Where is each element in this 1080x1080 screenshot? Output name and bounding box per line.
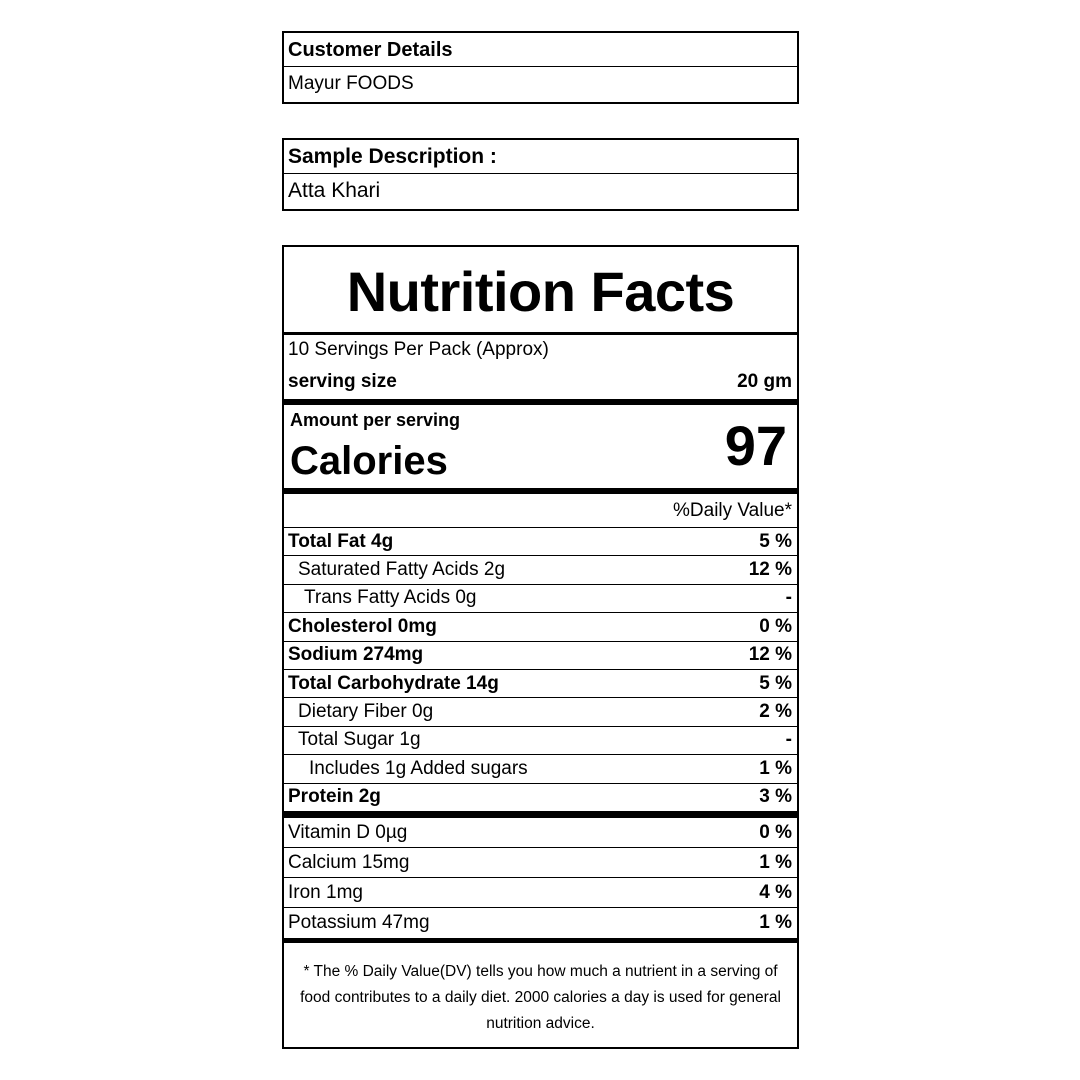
- divider: [284, 332, 797, 335]
- amount-per-serving: Amount per serving: [290, 410, 461, 430]
- nutrient-name: Total Fat 4g: [288, 530, 394, 552]
- nutrient-name: Cholesterol 0mg: [288, 615, 437, 637]
- customer-name: Mayur FOODS: [288, 73, 414, 94]
- nutrition-facts-title: Nutrition Facts: [346, 260, 735, 323]
- nutrient-dv: 5 %: [759, 672, 792, 694]
- nutrient-name: Protein 2g: [288, 786, 381, 808]
- serving-size-value: 20 gm: [737, 371, 792, 392]
- vitamin-name: Potassium 47mg: [288, 912, 430, 933]
- footnote: * The % Daily Value(DV) tells you how mu…: [300, 963, 781, 1032]
- nutrient-row: Cholesterol 0mg 0 %: [284, 613, 797, 642]
- nutrient-dv: 2 %: [759, 701, 792, 723]
- nutrient-name: Total Carbohydrate 14g: [288, 672, 499, 694]
- customer-details-box: Customer Details Mayur FOODS: [282, 31, 799, 104]
- nutrient-row: Trans Fatty Acids 0g -: [284, 585, 797, 614]
- nutrient-row: Total Carbohydrate 14g 5 %: [284, 670, 797, 699]
- calories-label: Calories: [290, 439, 448, 483]
- customer-details-label: Customer Details: [284, 33, 797, 67]
- nutrient-dv: 12 %: [748, 644, 792, 666]
- vitamin-name: Calcium 15mg: [288, 851, 410, 873]
- vitamin-name: Iron 1mg: [288, 881, 363, 903]
- vitamin-dv: 4 %: [759, 881, 792, 903]
- servings-per-pack: 10 Servings Per Pack (Approx): [288, 339, 549, 360]
- sample-description-box: Sample Description : Atta Khari: [282, 138, 799, 211]
- nutrient-name: Sodium 274mg: [288, 644, 424, 666]
- vitamin-row: Potassium 47mg 1 %: [284, 908, 797, 938]
- divider: [284, 938, 797, 943]
- serving-size-row: serving size 20 gm: [284, 365, 797, 399]
- sample-description-label: Sample Description :: [284, 140, 797, 174]
- divider: [284, 488, 797, 494]
- serving-size-label: serving size: [288, 371, 397, 392]
- vitamin-dv: 1 %: [759, 851, 792, 873]
- nutrient-row: Total Fat 4g 5 %: [284, 528, 797, 557]
- nutrition-facts-panel: Nutrition Facts 10 Servings Per Pack (Ap…: [282, 245, 799, 1049]
- nutrient-name: Total Sugar 1g: [298, 729, 421, 751]
- nutrient-row: Dietary Fiber 0g 2 %: [284, 698, 797, 727]
- nutrient-dv: -: [785, 729, 792, 751]
- daily-value-header: %Daily Value*: [284, 494, 797, 528]
- dv-header-text: %Daily Value*: [673, 499, 792, 521]
- nutrient-row: Sodium 274mg 12 %: [284, 642, 797, 670]
- nutrient-name: Saturated Fatty Acids 2g: [298, 559, 506, 581]
- nutrient-dv: 5 %: [759, 530, 792, 552]
- nutrient-row: Includes 1g Added sugars 1 %: [284, 755, 797, 784]
- vitamin-row: Calcium 15mg 1 %: [284, 848, 797, 878]
- nutrient-name: Dietary Fiber 0g: [298, 701, 434, 723]
- sample-name: Atta Khari: [288, 179, 381, 202]
- nutrient-dv: 12 %: [748, 559, 792, 581]
- vitamin-dv: 1 %: [759, 912, 792, 933]
- divider: [284, 399, 797, 405]
- divider: [284, 812, 797, 818]
- nutrient-dv: 0 %: [759, 615, 792, 637]
- nutrient-dv: 1 %: [759, 757, 792, 779]
- vitamin-row: Vitamin D 0µg 0 %: [284, 818, 797, 848]
- nutrient-row: Saturated Fatty Acids 2g 12 %: [284, 556, 797, 585]
- nutrient-row: Total Sugar 1g -: [284, 727, 797, 756]
- nutrient-row: Protein 2g 3 %: [284, 784, 797, 812]
- calories-value: 97: [724, 414, 787, 477]
- nutrient-name: Trans Fatty Acids 0g: [304, 587, 477, 609]
- nutrient-dv: -: [785, 587, 792, 609]
- vitamin-dv: 0 %: [759, 821, 792, 843]
- vitamin-name: Vitamin D 0µg: [288, 821, 408, 843]
- vitamin-row: Iron 1mg 4 %: [284, 878, 797, 908]
- nutrient-name: Includes 1g Added sugars: [309, 757, 528, 779]
- nutrient-dv: 3 %: [759, 786, 792, 808]
